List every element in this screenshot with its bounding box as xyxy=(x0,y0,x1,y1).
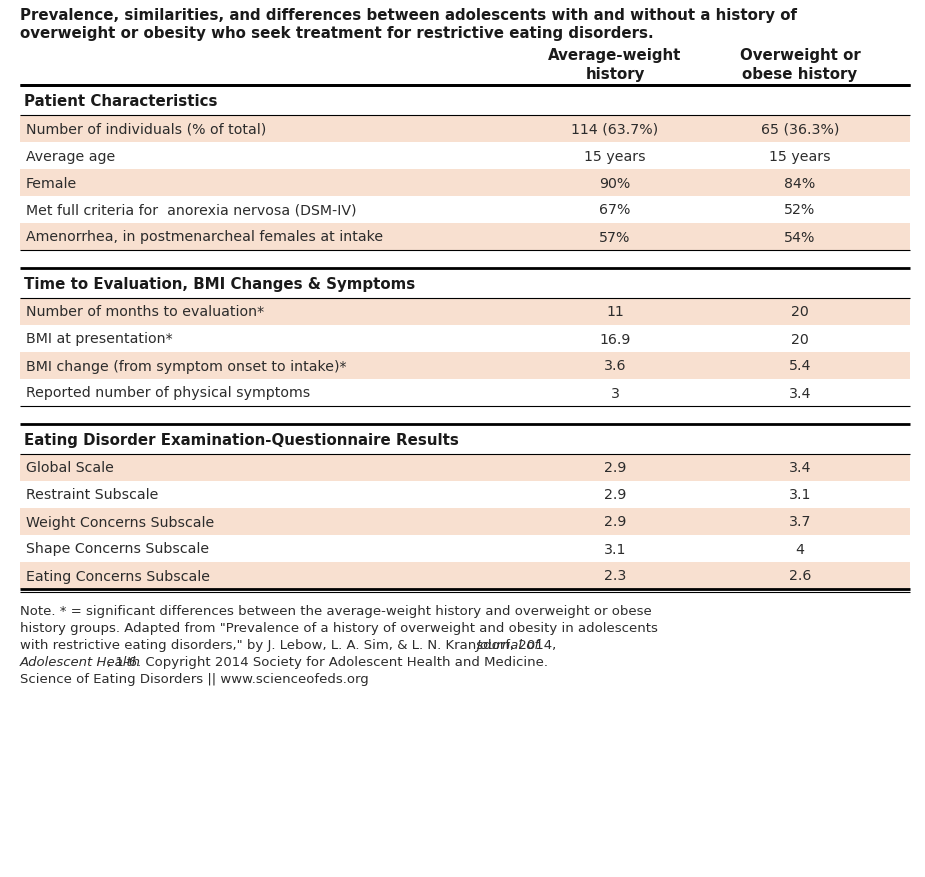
Text: with restrictive eating disorders," by J. Lebow, L. A. Sim, & L. N. Kransdorf, 2: with restrictive eating disorders," by J… xyxy=(20,638,561,652)
Text: Global Scale: Global Scale xyxy=(26,461,114,475)
Text: 3.4: 3.4 xyxy=(789,461,811,475)
Text: 3.1: 3.1 xyxy=(789,488,811,502)
Text: 11: 11 xyxy=(606,305,623,319)
Bar xyxy=(20,424,910,454)
Text: 15 years: 15 years xyxy=(770,149,831,163)
Bar xyxy=(20,116,910,143)
Text: Average age: Average age xyxy=(26,149,116,163)
Text: Overweight or
obese history: Overweight or obese history xyxy=(740,48,860,82)
Text: Weight Concerns Subscale: Weight Concerns Subscale xyxy=(26,515,215,529)
Text: Amenorrhea, in postmenarcheal females at intake: Amenorrhea, in postmenarcheal females at… xyxy=(26,231,383,244)
Text: 52%: 52% xyxy=(784,203,816,217)
Text: 65 (36.3%): 65 (36.3%) xyxy=(760,123,839,136)
Text: Prevalence, similarities, and differences between adolescents with and without a: Prevalence, similarities, and difference… xyxy=(20,8,797,23)
Text: 114 (63.7%): 114 (63.7%) xyxy=(572,123,659,136)
Bar xyxy=(20,454,910,481)
Text: 5.4: 5.4 xyxy=(789,359,811,373)
Text: Patient Characteristics: Patient Characteristics xyxy=(24,93,217,109)
Text: Number of months to evaluation*: Number of months to evaluation* xyxy=(26,305,265,319)
Text: Average-weight
history: Average-weight history xyxy=(549,48,682,82)
Bar xyxy=(20,509,910,535)
Text: 4: 4 xyxy=(796,542,805,556)
Text: , 1-6. Copyright 2014 Society for Adolescent Health and Medicine.: , 1-6. Copyright 2014 Society for Adoles… xyxy=(106,655,548,668)
Text: Adolescent Health: Adolescent Health xyxy=(20,655,141,668)
Text: 3: 3 xyxy=(610,386,620,400)
Text: Shape Concerns Subscale: Shape Concerns Subscale xyxy=(26,542,209,556)
Text: Female: Female xyxy=(26,176,78,190)
Text: 3.6: 3.6 xyxy=(604,359,626,373)
Text: Eating Concerns Subscale: Eating Concerns Subscale xyxy=(26,569,210,583)
Text: 2.9: 2.9 xyxy=(604,515,626,529)
Text: 2.3: 2.3 xyxy=(604,569,626,583)
Text: overweight or obesity who seek treatment for restrictive eating disorders.: overweight or obesity who seek treatment… xyxy=(20,26,654,41)
Text: 2.6: 2.6 xyxy=(789,569,811,583)
Text: 2.9: 2.9 xyxy=(604,488,626,502)
Text: Science of Eating Disorders || www.scienceofeds.org: Science of Eating Disorders || www.scien… xyxy=(20,673,369,685)
Text: Note. * = significant differences between the average-weight history and overwei: Note. * = significant differences betwee… xyxy=(20,604,652,617)
Text: 2.9: 2.9 xyxy=(604,461,626,475)
Bar xyxy=(20,562,910,589)
Text: Journal of: Journal of xyxy=(476,638,539,652)
Bar xyxy=(20,170,910,196)
Text: Reported number of physical symptoms: Reported number of physical symptoms xyxy=(26,386,310,400)
Text: 84%: 84% xyxy=(784,176,816,190)
Text: Eating Disorder Examination-Questionnaire Results: Eating Disorder Examination-Questionnair… xyxy=(24,432,459,447)
Text: 15 years: 15 years xyxy=(585,149,646,163)
Text: 90%: 90% xyxy=(599,176,631,190)
Bar xyxy=(20,86,910,116)
Text: 67%: 67% xyxy=(599,203,631,217)
Text: 20: 20 xyxy=(791,332,808,346)
Bar xyxy=(20,268,910,299)
Text: 3.4: 3.4 xyxy=(789,386,811,400)
Text: 54%: 54% xyxy=(784,231,816,244)
Bar xyxy=(20,224,910,251)
Text: history groups. Adapted from "Prevalence of a history of overweight and obesity : history groups. Adapted from "Prevalence… xyxy=(20,621,658,634)
Bar xyxy=(20,353,910,380)
Text: 3.7: 3.7 xyxy=(789,515,811,529)
Text: 3.1: 3.1 xyxy=(604,542,626,556)
Bar xyxy=(20,299,910,325)
Text: BMI change (from symptom onset to intake)*: BMI change (from symptom onset to intake… xyxy=(26,359,347,373)
Text: Time to Evaluation, BMI Changes & Symptoms: Time to Evaluation, BMI Changes & Sympto… xyxy=(24,276,415,291)
Text: 57%: 57% xyxy=(599,231,631,244)
Text: 20: 20 xyxy=(791,305,808,319)
Text: Number of individuals (% of total): Number of individuals (% of total) xyxy=(26,123,266,136)
Text: Met full criteria for  anorexia nervosa (DSM-IV): Met full criteria for anorexia nervosa (… xyxy=(26,203,356,217)
Text: 16.9: 16.9 xyxy=(599,332,631,346)
Text: BMI at presentation*: BMI at presentation* xyxy=(26,332,173,346)
Text: Restraint Subscale: Restraint Subscale xyxy=(26,488,158,502)
